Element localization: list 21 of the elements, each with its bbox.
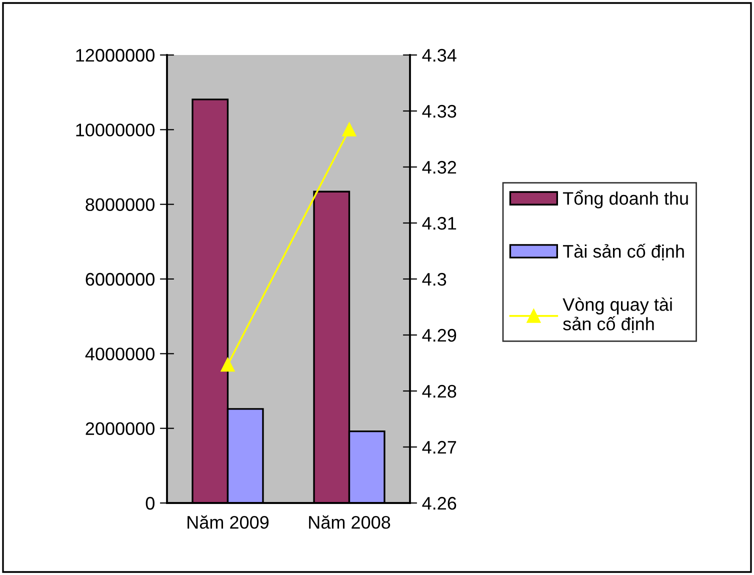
y2-tick-label: 4.31 <box>422 216 456 230</box>
y2-tick-label: 4.33 <box>422 104 456 118</box>
legend-label: Vòng quay tài sản cố định <box>562 297 672 333</box>
y2-tick-label: 4.26 <box>422 496 456 510</box>
y2-tick-label: 4.3 <box>422 272 446 286</box>
y-tick-label: 2000000 <box>86 422 154 436</box>
y-tick-label: 10000000 <box>76 124 154 136</box>
y-tick-label: 12000000 <box>76 48 154 62</box>
x-tick-label: Năm 2009 <box>188 515 269 529</box>
y-tick-label: 8000000 <box>86 198 154 212</box>
x-tick-label: Năm 2008 <box>309 515 390 529</box>
y2-tick-label: 4.29 <box>422 328 456 342</box>
y-tick-label: 0 <box>146 496 154 510</box>
y2-tick-label: 4.28 <box>422 384 456 398</box>
y2-tick-label: 4.27 <box>422 440 456 454</box>
y2-tick-label: 4.34 <box>422 48 456 62</box>
y-tick-label: 6000000 <box>86 272 154 286</box>
y-tick-label: 4000000 <box>85 348 154 360</box>
y2-tick-label: 4.32 <box>422 160 456 174</box>
legend-label: Tổng doanh thu <box>562 190 688 208</box>
legend-label: Tài sản cố định <box>562 244 684 260</box>
